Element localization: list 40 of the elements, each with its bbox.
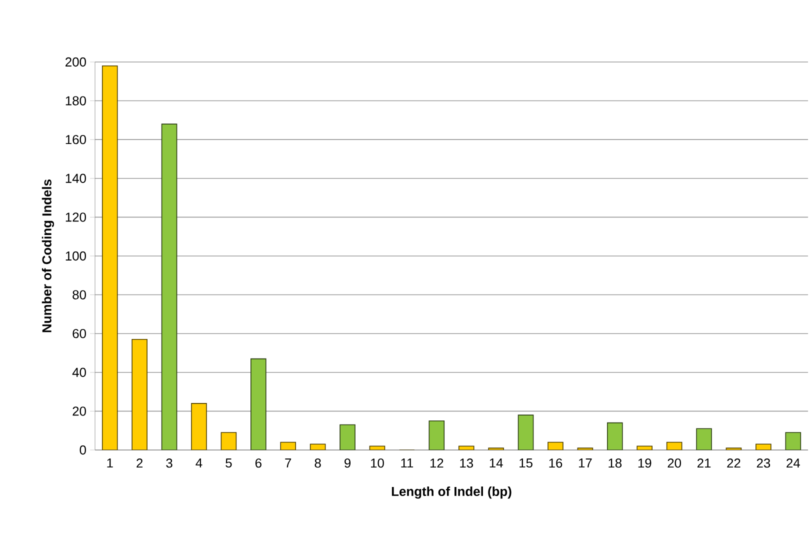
y-tick-label: 100 [66,251,86,261]
x-tick-label: 12 [430,458,444,468]
bar [607,422,623,450]
x-tick-label: 11 [401,458,414,468]
y-tick-label: 40 [72,368,86,377]
x-tick-label: 15 [520,458,532,468]
x-tick-label: 13 [460,458,473,468]
x-tick-label: 1 [107,458,113,468]
x-tick-label: 24 [786,458,800,468]
y-axis-title: Number of Coding Indels [42,180,54,332]
x-tick-label: 3 [166,458,172,468]
bar [191,403,207,450]
y-tick-label: 20 [72,406,86,416]
x-tick-label: 20 [668,458,682,468]
y-tick-label: 160 [66,134,86,144]
x-tick-label: 10 [371,458,384,468]
x-tick-label: 6 [255,458,262,468]
x-tick-label: 9 [344,458,351,468]
x-axis-title: Length of Indel (bp) [392,486,512,499]
x-tick-label: 4 [196,458,202,468]
x-tick-label: 22 [727,458,740,468]
y-tick-label: 60 [72,328,86,338]
x-tick-label: 2 [136,458,143,468]
x-tick-label: 7 [285,458,292,468]
y-tick-label: 140 [66,174,86,183]
y-tick-label: 120 [66,212,86,222]
bar [696,428,712,450]
x-tick-label: 23 [756,458,770,468]
x-tick-label: 8 [314,458,321,468]
x-tick-label: 21 [697,458,711,468]
x-tick-label: 14 [490,458,503,468]
x-tick-label: 19 [638,458,652,468]
x-tick-label: 16 [549,458,562,468]
x-tick-label: 5 [226,458,232,468]
x-tick-label: 18 [608,458,622,468]
y-tick-label: 80 [72,290,86,300]
y-tick-label: 0 [80,445,86,455]
x-tick-label: 17 [578,458,592,468]
y-tick-label: 180 [66,96,86,106]
y-tick-label: 200 [66,57,86,67]
